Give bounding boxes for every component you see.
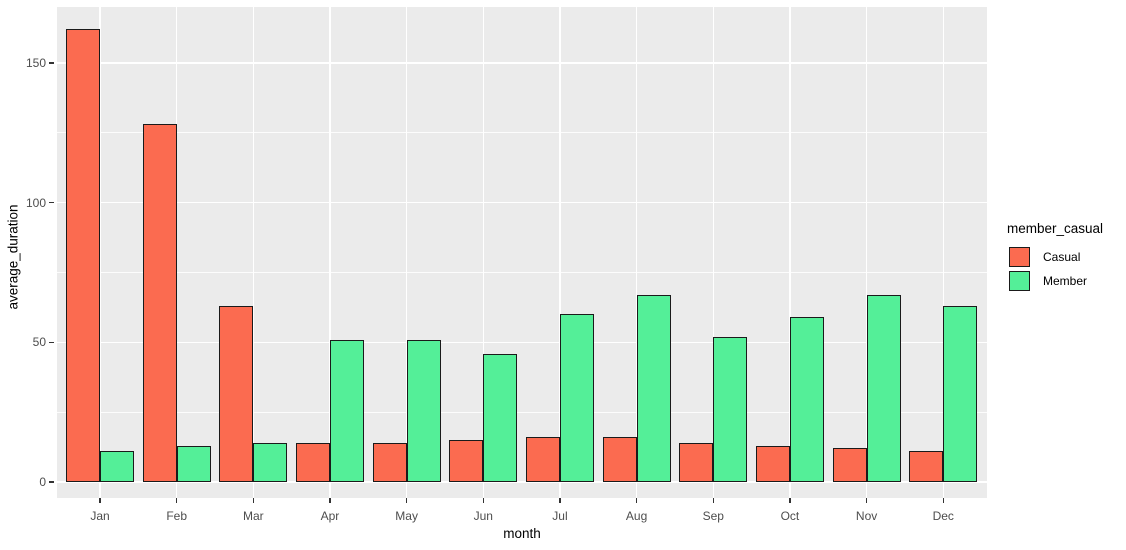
bar-member-may [406,339,441,482]
x-tick-label-jun: Jun [473,509,493,523]
bar-casual-apr [295,442,330,482]
x-tick-mark-sep [712,498,714,503]
gridline-x-jan [99,7,101,498]
gridline-major-y-0 [57,481,987,483]
x-tick-label-aug: Aug [625,509,648,523]
gridline-x-jul [559,7,561,498]
bar-casual-mar [219,306,254,482]
legend: member_casual Casual Member [1007,221,1103,293]
plot-panel [57,7,987,498]
x-tick-mark-oct [789,498,791,503]
bar-member-jan [100,451,134,482]
x-tick-mark-jan [99,498,101,503]
gridline-x-aug [635,7,638,498]
bar-casual-jan [66,29,100,482]
bar-member-nov [866,294,901,482]
bar-casual-aug [602,437,637,482]
bar-casual-jul [525,437,560,482]
gridline-major-y-50 [57,341,987,344]
bar-casual-jun [449,440,484,482]
y-tick-mark-0 [49,481,54,483]
x-tick-mark-dec [942,498,944,503]
gridline-x-nov [865,7,868,498]
bar-member-mar [253,442,288,482]
gridline-x-mar [252,7,255,498]
x-tick-label-mar: Mar [242,509,264,523]
gridline-x-apr [329,7,331,498]
y-tick-label-0: 0 [39,475,46,489]
legend-swatch-casual-icon [1009,246,1030,267]
y-tick-label-100: 100 [25,195,46,210]
bar-member-oct [789,317,824,482]
gridline-x-jun [482,7,485,498]
x-tick-label-feb: Feb [166,509,187,523]
y-tick-mark-100 [49,202,54,204]
x-tick-label-sep: Sep [702,509,724,523]
x-tick-mark-aug [635,498,638,503]
x-tick-label-apr: Apr [320,509,340,523]
x-tick-label-nov: Nov [855,509,878,523]
legend-label-casual: Casual [1043,249,1081,264]
bar-member-sep [713,336,748,482]
gridline-x-may [405,7,408,498]
bar-member-jul [559,314,594,482]
bar-casual-nov [832,448,867,482]
gridline-minor-y-25 [57,411,987,413]
x-tick-label-jan: Jan [90,509,110,523]
bar-casual-dec [909,451,944,482]
x-tick-mark-may [405,498,408,503]
x-tick-mark-jun [482,498,484,503]
legend-title: member_casual [1007,221,1104,236]
legend-item-casual: Casual [1007,245,1103,268]
bar-member-dec [943,306,978,482]
bar-casual-sep [679,442,714,482]
gridline-minor-y-75 [57,272,987,273]
x-tick-mark-apr [329,498,331,503]
x-tick-label-jul: Jul [552,509,568,523]
bar-member-apr [329,339,364,482]
legend-swatch-member-icon [1009,270,1030,291]
gridline-x-dec [942,7,944,498]
y-tick-label-150: 150 [25,56,46,70]
bar-casual-oct [755,445,790,482]
bar-casual-feb [142,124,177,482]
x-tick-mark-jul [559,498,561,503]
y-tick-mark-50 [49,341,54,343]
x-tick-mark-nov [865,498,868,503]
bar-casual-may [372,442,407,482]
gridline-x-sep [712,7,715,498]
gridline-x-oct [789,7,791,498]
gridline-major-y-100 [57,201,987,204]
legend-label-member: Member [1043,273,1088,288]
y-tick-label-50: 50 [32,335,46,350]
bar-member-aug [636,294,671,482]
gridline-major-y-150 [57,62,987,64]
x-tick-label-may: May [395,509,418,523]
x-tick-mark-mar [252,498,254,503]
gridline-x-feb [175,7,178,498]
y-axis-title: average_duration [5,204,21,310]
legend-item-member: Member [1007,269,1103,292]
gridline-minor-y-125 [57,132,987,134]
y-tick-mark-150 [49,62,54,64]
x-tick-mark-feb [176,498,178,503]
x-tick-label-oct: Oct [780,509,800,523]
bar-member-feb [176,445,211,482]
x-tick-label-dec: Dec [932,509,954,523]
x-axis-title: month [503,526,541,541]
bar-member-jun [483,353,518,482]
